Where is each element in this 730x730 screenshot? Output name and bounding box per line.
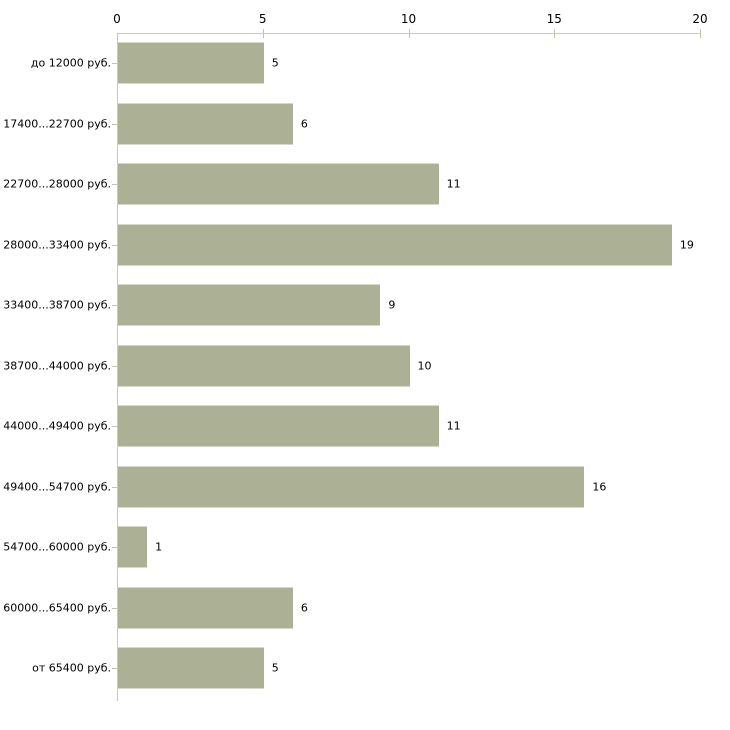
x-axis-tick-label: 10 [400,12,417,26]
x-axis-tick-label: 15 [546,12,562,26]
category-label: 44000...49400 руб. [3,419,111,433]
bar [118,587,293,629]
bar [118,466,585,508]
bar [118,103,293,145]
category-label: 60000...65400 руб. [3,601,111,615]
category-tick-mark [112,547,117,549]
x-axis-tick-label: 5 [258,12,267,26]
category-label: 54700...60000 руб. [3,540,111,554]
bar [118,405,439,447]
category-tick-mark [112,123,117,125]
category-tick-mark [112,244,117,246]
category-label: 38700...44000 руб. [3,359,111,373]
bar-row: 54700...60000 руб. 1 [0,517,730,578]
bar-row: 28000...33400 руб. 19 [0,215,730,276]
category-label: 17400...22700 руб. [3,117,111,131]
x-axis-tick-label: 0 [113,12,121,26]
value-label: 9 [388,298,396,312]
category-label: до 12000 руб. [30,56,111,70]
bar-row: 38700...44000 руб. 10 [0,336,730,397]
category-tick-mark [112,365,117,367]
category-tick-mark [112,607,117,609]
value-label: 5 [271,661,279,675]
value-label: 19 [679,238,694,252]
bar-row: 44000...49400 руб. 11 [0,396,730,457]
bar-row: 60000...65400 руб. 6 [0,578,730,639]
category-label: 49400...54700 руб. [3,480,111,494]
x-axis-tick-mark [700,29,701,38]
bar-row: 17400...22700 руб. 6 [0,94,730,155]
value-label: 1 [155,540,163,554]
category-tick-mark [112,63,117,65]
bar-row: до 12000 руб. 5 [0,33,730,94]
x-axis-line [117,33,700,34]
bar-row: от 65400 руб. 5 [0,638,730,699]
bar [118,345,410,387]
bar [118,526,148,568]
bar [118,163,439,205]
bar [118,42,264,84]
value-label: 6 [300,601,308,615]
value-label: 11 [446,177,461,191]
category-tick-mark [112,184,117,186]
bar [118,647,264,689]
category-tick-mark [112,486,117,488]
value-label: 11 [446,419,461,433]
value-label: 10 [417,359,432,373]
value-label: 6 [300,117,308,131]
x-axis-tick-label: 20 [692,12,708,26]
category-tick-mark [112,426,117,428]
y-axis-line [117,33,118,701]
bar-row: 33400...38700 руб. 9 [0,275,730,336]
bar [118,284,381,326]
category-tick-mark [112,668,117,670]
bar [118,224,672,266]
bar-row: 22700...28000 руб. 11 [0,154,730,215]
category-tick-mark [112,305,117,307]
category-label: 33400...38700 руб. [3,298,111,312]
category-label: 28000...33400 руб. [3,238,111,252]
value-label: 5 [271,56,279,70]
value-label: 16 [592,480,607,494]
category-label: от 65400 руб. [32,661,111,675]
category-label: 22700...28000 руб. [3,177,111,191]
bar-row: 49400...54700 руб. 16 [0,457,730,518]
